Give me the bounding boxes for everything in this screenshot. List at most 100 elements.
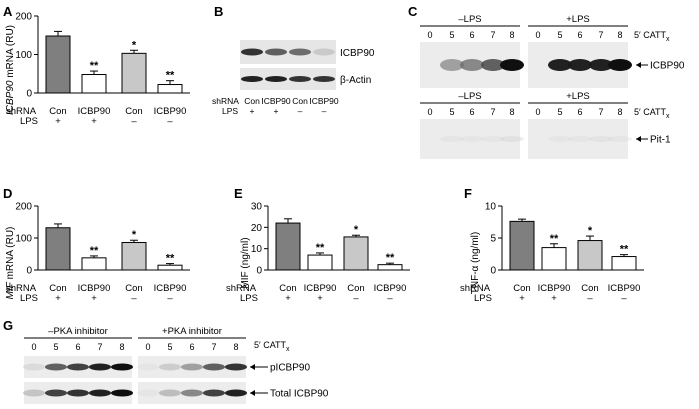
blot-label: ICBP90 <box>650 61 685 72</box>
blot-band <box>45 363 67 371</box>
row-label-lps: LPS <box>240 293 258 304</box>
significance-marker: ** <box>386 252 395 264</box>
x-tick-label: ICBP90 <box>78 106 111 117</box>
catt-axis-label: 5′ CATTx <box>254 340 290 353</box>
blot-band <box>159 363 181 371</box>
lane-label: 8 <box>509 30 514 40</box>
blot-band <box>289 76 311 82</box>
group-label: –LPS <box>458 91 481 102</box>
lane-label: 6 <box>469 30 474 40</box>
lps-label: + <box>55 293 61 304</box>
significance-marker: ** <box>166 253 175 265</box>
blot-band <box>23 363 45 371</box>
y-tick-label: 10 <box>485 202 497 213</box>
blot-band <box>203 363 225 371</box>
group-label: +PKA inhibitor <box>162 326 222 337</box>
western-blots: BICBP90β-ActinshRNALPSCon+ICBP90+Con–ICB… <box>3 4 685 404</box>
lane-label: 0 <box>427 30 432 40</box>
significance-marker: ** <box>166 70 175 82</box>
blot-band <box>67 389 89 397</box>
blot-label-actin: β-Actin <box>340 75 371 86</box>
blot-panel-g: G –PKA inhibitor 0 5 6 7 8 +PKA inhibitor 0 5 6 7 8 5… <box>3 318 329 404</box>
significance-marker: * <box>132 39 137 51</box>
blot-band <box>265 76 287 82</box>
blot-band <box>500 59 524 71</box>
bar <box>611 256 637 271</box>
blot-band <box>159 389 181 397</box>
blot-band <box>313 48 335 56</box>
y-axis-label-rest: mRNA (RU) <box>5 25 16 81</box>
y-axis-label: MIF (ng/ml) <box>240 237 251 288</box>
panel-letter: A <box>3 4 13 19</box>
lane-label: 5 <box>53 342 58 352</box>
x-tick-label: Con <box>49 283 66 294</box>
blot-label: Total ICBP90 <box>270 389 329 400</box>
lane-label: ICBP90 <box>309 96 339 106</box>
panel-letter: C <box>408 4 418 19</box>
blot-panel-b: BICBP90β-ActinshRNALPSCon+ICBP90+Con–ICB… <box>212 4 375 116</box>
lane-label: 5 <box>449 30 454 40</box>
lps-label: – <box>621 293 627 304</box>
lps-label: + <box>91 293 97 304</box>
row-label-shrna: shRNA <box>212 96 239 106</box>
y-tick-label: 10 <box>251 244 263 255</box>
band-arrowhead <box>250 364 255 370</box>
row-label-lps: LPS <box>474 293 492 304</box>
lps-label: + <box>285 293 291 304</box>
group-label: –PKA inhibitor <box>48 326 108 337</box>
blot-band <box>111 363 133 371</box>
y-axis-label: TNF-α (ng/ml) <box>470 232 481 294</box>
bar <box>45 227 71 271</box>
lane-label: Con <box>244 96 260 106</box>
blot-band <box>241 76 263 82</box>
lane-label: 7 <box>490 30 495 40</box>
lane-label: 7 <box>97 342 102 352</box>
blot-label: pICBP90 <box>270 363 310 374</box>
lane-label: 7 <box>490 107 495 117</box>
lane-label: Con <box>292 96 308 106</box>
row-label-shrna: shRNA <box>460 283 491 294</box>
lane-label: 5 <box>167 342 172 352</box>
y-axis-label-gene: MIF <box>5 281 16 299</box>
x-tick-label: ICBP90 <box>304 283 337 294</box>
lps-label: – <box>353 293 359 304</box>
blot-band <box>313 76 335 82</box>
lps-label: – <box>167 116 173 127</box>
blot-band <box>265 48 287 56</box>
y-tick-label: 200 <box>15 202 32 213</box>
catt-axis-label: 5′ CATTx <box>634 107 670 120</box>
x-tick-label: Con <box>347 283 364 294</box>
lps-label: – <box>131 293 137 304</box>
y-axis-label-gene: ICBP90 <box>5 80 16 115</box>
lps-label: – <box>167 293 173 304</box>
bar <box>81 257 107 271</box>
lane-label: 7 <box>598 30 603 40</box>
panel-letter: F <box>464 186 472 201</box>
lane-label: 8 <box>509 107 514 117</box>
blot-band <box>568 59 592 71</box>
lps-label: – <box>131 116 137 127</box>
group-label: +LPS <box>566 91 590 102</box>
lane-label: 5 <box>557 107 562 117</box>
band-arrowhead <box>250 390 255 396</box>
catt-axis-subscript: x <box>666 36 670 43</box>
lane-label: 6 <box>189 342 194 352</box>
blot-band <box>289 48 311 56</box>
lane-label: 6 <box>577 107 582 117</box>
row-label-lps: LPS <box>222 106 238 116</box>
bar <box>275 222 301 271</box>
y-tick-label: 0 <box>26 89 32 100</box>
blot-band <box>460 59 484 71</box>
bar <box>377 264 403 271</box>
blot-band <box>500 136 524 142</box>
catt-axis-subscript: x <box>286 346 290 353</box>
bar <box>121 52 147 94</box>
blot-band <box>568 136 592 142</box>
bar <box>577 240 603 271</box>
y-tick-label: 0 <box>26 266 32 277</box>
blot-strip-actin <box>240 68 336 90</box>
bar <box>157 264 183 271</box>
